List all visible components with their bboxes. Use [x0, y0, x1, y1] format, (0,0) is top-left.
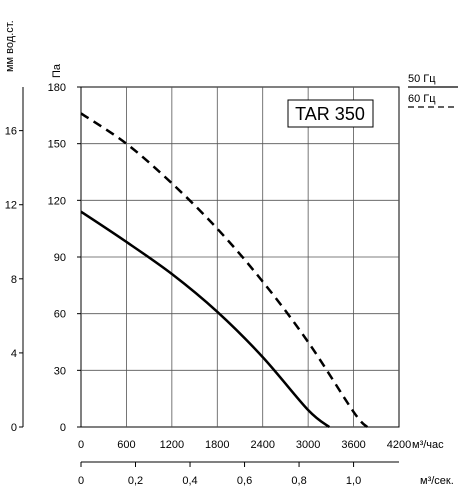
y-tick-label: 90: [54, 252, 66, 264]
secondary-y-tick-label: 16: [5, 126, 17, 138]
secondary-y-axis-title: мм вод.ст.: [4, 20, 16, 72]
y-tick-label: 0: [60, 422, 66, 434]
y-tick-label: 150: [48, 139, 66, 151]
x-tick-label: 4200: [387, 439, 411, 451]
model-label-box: [287, 99, 374, 128]
axes: [19, 86, 399, 467]
secondary-x-tick-label: 0,4: [182, 475, 197, 487]
legend-label: 50 Гц: [408, 73, 436, 85]
y-tick-label: 180: [48, 82, 66, 94]
secondary-x-tick-label: 0,6: [237, 475, 252, 487]
curve-50hz: [80, 210, 331, 429]
y-tick-label: 30: [54, 365, 66, 377]
x-tick-label: 1800: [205, 439, 229, 451]
secondary-x-tick-label: 0: [78, 475, 84, 487]
secondary-x-tick-label: 0,2: [128, 475, 143, 487]
labels: 0 600 1200 1800 2400 3000 3600 4200030609012015…: [4, 20, 458, 487]
model-label: TAR 350: [295, 104, 365, 124]
legend-label: 60 Гц: [408, 93, 436, 105]
x-axis-title: м³/час: [412, 439, 444, 451]
secondary-y-tick-label: 0: [11, 422, 17, 434]
secondary-x-tick-label: 1,0: [346, 475, 361, 487]
curve-60hz: [80, 112, 369, 428]
grid: [80, 86, 400, 428]
secondary-y-tick-label: 12: [5, 200, 17, 212]
x-tick-label: 0: [78, 439, 84, 451]
x-tick-label: 3600: [341, 439, 365, 451]
y-axis-title: Па: [51, 63, 63, 78]
secondary-y-tick-label: 4: [11, 348, 17, 360]
y-tick-label: 120: [48, 195, 66, 207]
secondary-y-tick-label: 8: [11, 274, 17, 286]
x-tick-label: 3000: [296, 439, 320, 451]
x-tick-label: 2400: [250, 439, 274, 451]
secondary-x-axis-title: м³/сек.: [420, 475, 454, 487]
x-tick-label: 1200: [160, 439, 184, 451]
secondary-x-tick-label: 0,8: [291, 475, 306, 487]
curves: [80, 112, 369, 429]
x-tick-label: 600: [117, 439, 135, 451]
y-tick-label: 60: [54, 309, 66, 321]
